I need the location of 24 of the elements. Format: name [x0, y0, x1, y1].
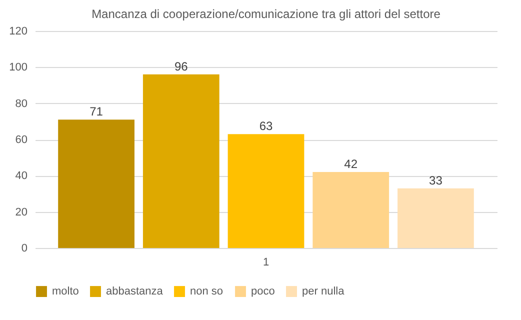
- legend-label: non so: [190, 286, 224, 298]
- data-label: 71: [90, 104, 104, 119]
- data-label: 33: [429, 173, 443, 188]
- y-tick-label: 0: [21, 242, 28, 254]
- bar: [398, 188, 474, 248]
- legend-label: per nulla: [302, 286, 346, 298]
- bar: [58, 120, 134, 248]
- y-tick-label: 120: [9, 26, 28, 38]
- y-tick-label: 100: [9, 62, 28, 74]
- legend-label: molto: [52, 286, 79, 298]
- chart-title: Mancanza di cooperazione/comunicazione tra gli attori del settore: [92, 7, 441, 21]
- y-tick-label: 80: [15, 98, 28, 110]
- legend-label: abbastanza: [106, 286, 164, 298]
- x-tick-label: 1: [262, 256, 270, 268]
- bar: [228, 134, 304, 248]
- legend-label: poco: [251, 286, 275, 298]
- bar: [142, 74, 220, 248]
- data-label: 96: [174, 59, 188, 74]
- y-tick-label: 20: [15, 206, 28, 218]
- y-tick-label: 60: [15, 134, 28, 146]
- data-label: 42: [344, 157, 358, 172]
- data-label: 63: [259, 119, 273, 134]
- y-tick-label: 40: [15, 170, 28, 182]
- bar: [312, 172, 390, 248]
